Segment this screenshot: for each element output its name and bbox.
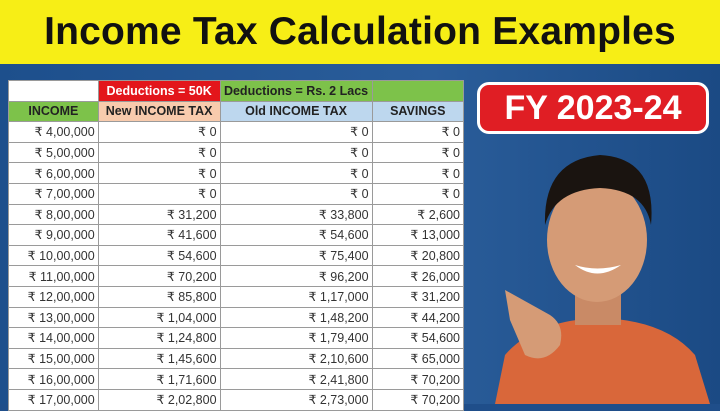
top-header-blank-2 [371,80,465,102]
cell-income: ₹ 4,00,000 [8,121,99,143]
cell-income: ₹ 10,00,000 [8,244,99,267]
header-savings: SAVINGS [371,100,465,123]
tax-table: Deductions = 50K Deductions = Rs. 2 Lacs… [8,80,465,411]
cell-savings: ₹ 70,200 [371,368,465,390]
cell-savings: ₹ 2,600 [371,203,465,226]
hair [544,155,652,225]
cell-old-tax: ₹ 2,73,000 [219,388,373,411]
cell-income: ₹ 12,00,000 [8,285,99,308]
face [547,178,647,302]
table-row: ₹ 10,00,000 ₹ 54,600 ₹ 75,400 ₹ 20,800 [8,244,465,267]
cell-new-tax: ₹ 1,71,600 [97,368,221,390]
smile [575,265,621,274]
table-row: ₹ 11,00,000 ₹ 70,200 ₹ 96,200 ₹ 26,000 [8,265,465,287]
table-row: ₹ 5,00,000 ₹ 0 ₹ 0 ₹ 0 [8,141,465,164]
table-row: ₹ 13,00,000 ₹ 1,04,000 ₹ 1,48,200 ₹ 44,200 [8,306,465,329]
thumbnail-title: Income Tax Calculation Examples [0,0,720,64]
top-header-row: Deductions = 50K Deductions = Rs. 2 Lacs [8,80,465,102]
cell-income: ₹ 14,00,000 [8,327,99,349]
cell-new-tax: ₹ 70,200 [97,265,221,287]
cell-income: ₹ 7,00,000 [8,182,99,205]
cell-savings: ₹ 13,000 [371,224,465,246]
cell-old-tax: ₹ 0 [219,162,373,184]
cell-old-tax: ₹ 1,79,400 [219,327,373,349]
cell-new-tax: ₹ 0 [97,182,221,205]
cell-savings: ₹ 31,200 [371,285,465,308]
cell-income: ₹ 15,00,000 [8,347,99,370]
cell-income: ₹ 16,00,000 [8,368,99,390]
cell-new-tax: ₹ 31,200 [97,203,221,226]
cell-income: ₹ 8,00,000 [8,203,99,226]
cell-old-tax: ₹ 33,800 [219,203,373,226]
fiscal-year-badge: FY 2023-24 [477,82,709,134]
cell-savings: ₹ 0 [371,162,465,184]
cell-income: ₹ 11,00,000 [8,265,99,287]
cell-new-tax: ₹ 0 [97,141,221,164]
old-regime-deduction-header: Deductions = Rs. 2 Lacs [219,80,373,102]
top-header-blank [8,80,99,102]
table-row: ₹ 16,00,000 ₹ 1,71,600 ₹ 2,41,800 ₹ 70,200 [8,368,465,390]
cell-savings: ₹ 54,600 [371,327,465,349]
cell-new-tax: ₹ 0 [97,121,221,143]
cell-new-tax: ₹ 54,600 [97,244,221,267]
cell-new-tax: ₹ 2,02,800 [97,388,221,411]
cell-income: ₹ 13,00,000 [8,306,99,329]
table-row: ₹ 8,00,000 ₹ 31,200 ₹ 33,800 ₹ 2,600 [8,203,465,226]
cell-savings: ₹ 26,000 [371,265,465,287]
cell-old-tax: ₹ 1,48,200 [219,306,373,329]
table-row: ₹ 17,00,000 ₹ 2,02,800 ₹ 2,73,000 ₹ 70,200 [8,388,465,411]
cell-savings: ₹ 20,800 [371,244,465,267]
cell-new-tax: ₹ 85,800 [97,285,221,308]
header-income: INCOME [8,100,99,123]
table-row: ₹ 7,00,000 ₹ 0 ₹ 0 ₹ 0 [8,182,465,205]
table-row: ₹ 15,00,000 ₹ 1,45,600 ₹ 2,10,600 ₹ 65,000 [8,347,465,370]
header-new-tax: New INCOME TAX [97,100,221,123]
cell-old-tax: ₹ 1,17,000 [219,285,373,308]
presenter-photo [495,155,710,404]
cell-new-tax: ₹ 1,24,800 [97,327,221,349]
cell-savings: ₹ 70,200 [371,388,465,411]
cell-old-tax: ₹ 0 [219,121,373,143]
cell-income: ₹ 9,00,000 [8,224,99,246]
cell-new-tax: ₹ 41,600 [97,224,221,246]
cell-savings: ₹ 65,000 [371,347,465,370]
cell-old-tax: ₹ 54,600 [219,224,373,246]
cell-old-tax: ₹ 75,400 [219,244,373,267]
table-row: ₹ 14,00,000 ₹ 1,24,800 ₹ 1,79,400 ₹ 54,600 [8,327,465,349]
cell-savings: ₹ 0 [371,121,465,143]
cell-savings: ₹ 44,200 [371,306,465,329]
new-regime-deduction-header: Deductions = 50K [97,80,221,102]
cell-savings: ₹ 0 [371,141,465,164]
cell-old-tax: ₹ 0 [219,182,373,205]
cell-old-tax: ₹ 2,41,800 [219,368,373,390]
cell-savings: ₹ 0 [371,182,465,205]
table-row: ₹ 4,00,000 ₹ 0 ₹ 0 ₹ 0 [8,121,465,143]
cell-new-tax: ₹ 1,04,000 [97,306,221,329]
table-row: ₹ 9,00,000 ₹ 41,600 ₹ 54,600 ₹ 13,000 [8,224,465,246]
cell-old-tax: ₹ 2,10,600 [219,347,373,370]
cell-old-tax: ₹ 0 [219,141,373,164]
table-row: ₹ 6,00,000 ₹ 0 ₹ 0 ₹ 0 [8,162,465,184]
table-row: ₹ 12,00,000 ₹ 85,800 ₹ 1,17,000 ₹ 31,200 [8,285,465,308]
header-old-tax: Old INCOME TAX [219,100,373,123]
pointing-hand [505,290,562,359]
cell-new-tax: ₹ 1,45,600 [97,347,221,370]
header-row: INCOME New INCOME TAX Old INCOME TAX SAV… [8,100,465,123]
cell-income: ₹ 17,00,000 [8,388,99,411]
cell-income: ₹ 6,00,000 [8,162,99,184]
cell-income: ₹ 5,00,000 [8,141,99,164]
cell-old-tax: ₹ 96,200 [219,265,373,287]
cell-new-tax: ₹ 0 [97,162,221,184]
